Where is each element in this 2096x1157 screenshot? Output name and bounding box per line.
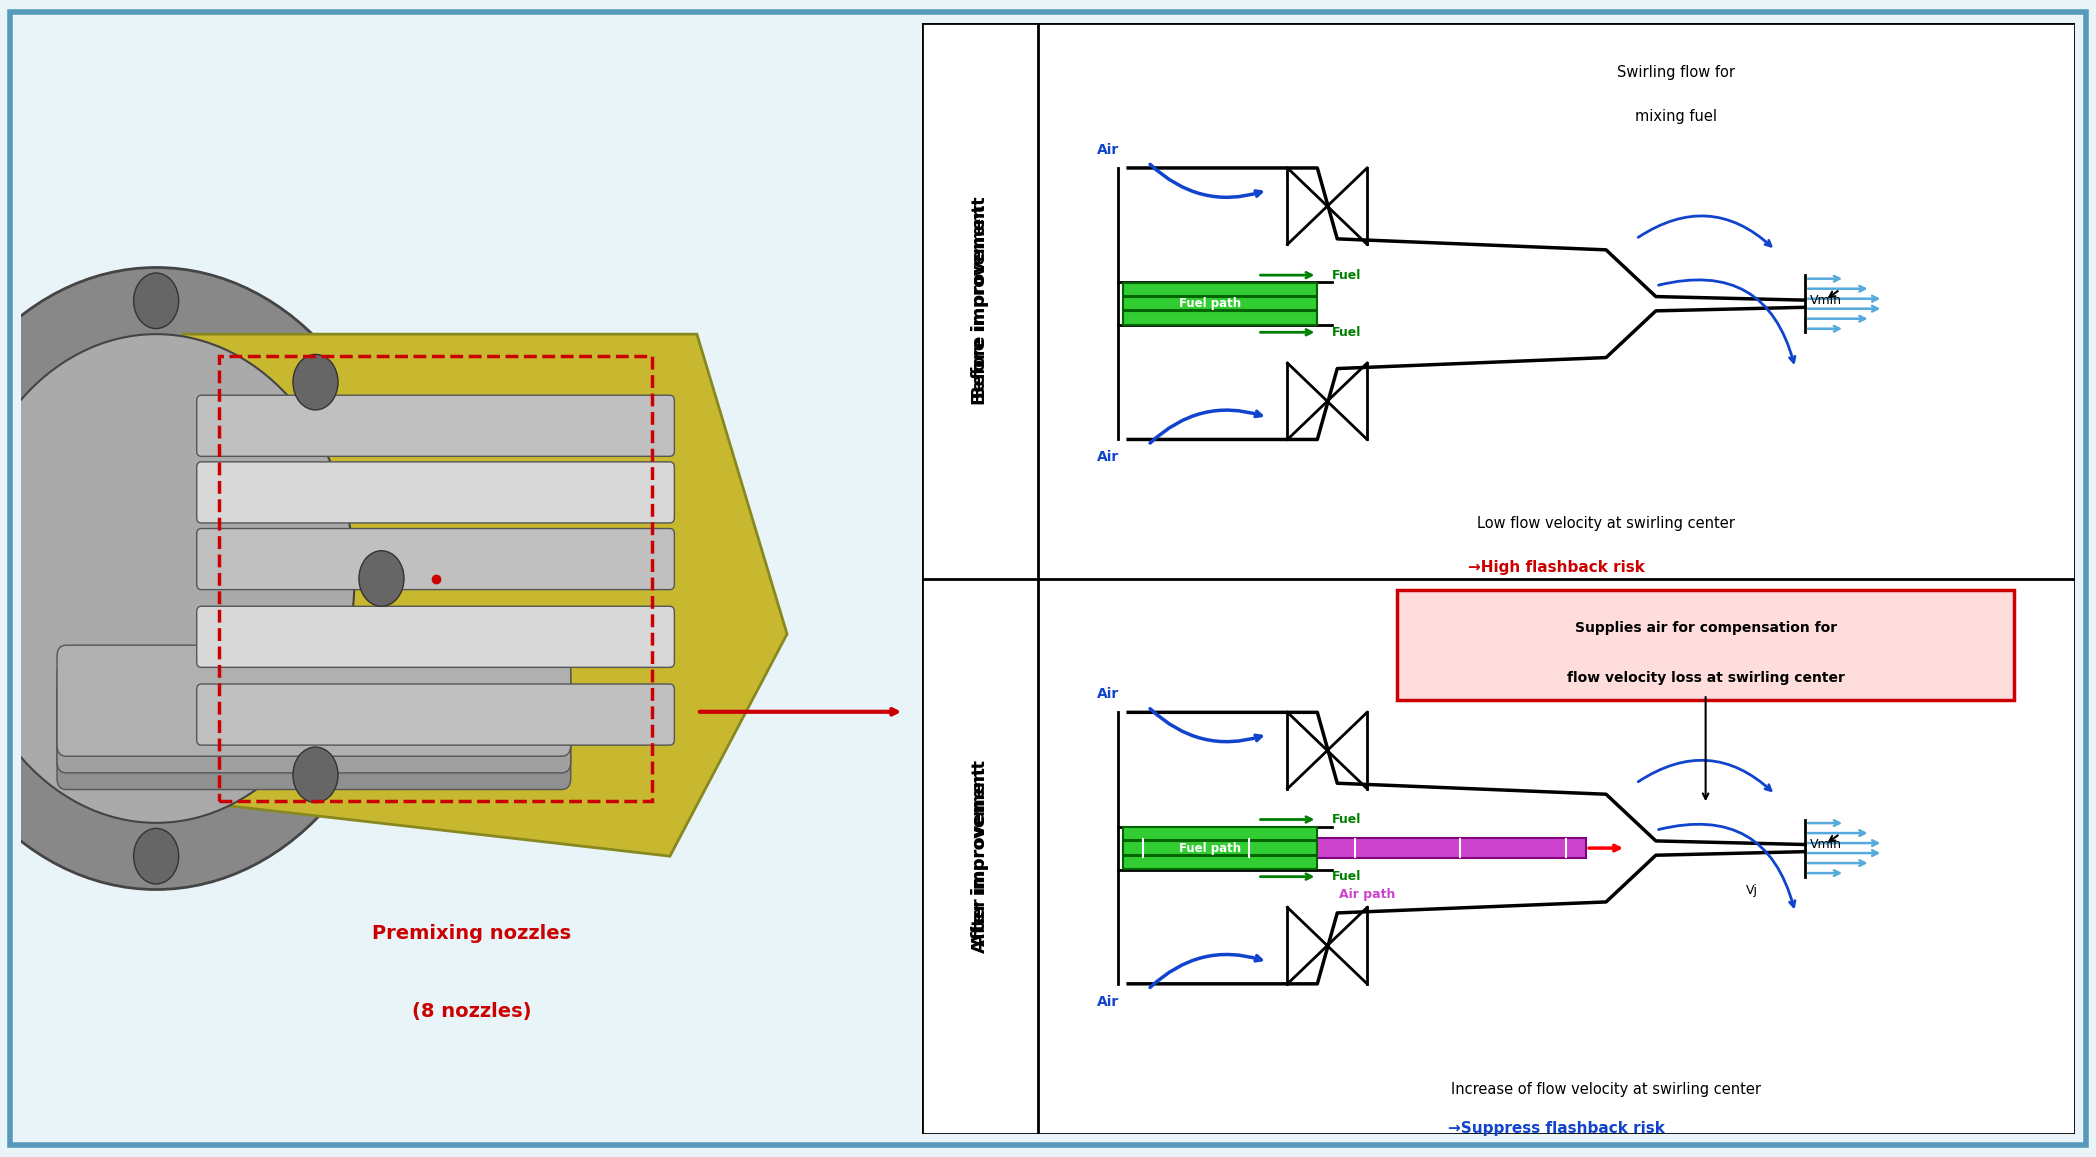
FancyBboxPatch shape: [1123, 311, 1316, 325]
FancyBboxPatch shape: [1123, 841, 1316, 855]
FancyBboxPatch shape: [197, 606, 675, 668]
Text: Fuel path: Fuel path: [1180, 297, 1241, 310]
FancyBboxPatch shape: [197, 684, 675, 745]
FancyBboxPatch shape: [1123, 282, 1316, 296]
Text: Vmin: Vmin: [1811, 294, 1842, 307]
Polygon shape: [182, 334, 788, 856]
Circle shape: [0, 334, 354, 823]
FancyBboxPatch shape: [57, 662, 570, 773]
Text: Premixing nozzles: Premixing nozzles: [371, 924, 572, 943]
Text: Air: Air: [1096, 450, 1119, 464]
Text: Fuel: Fuel: [1333, 813, 1362, 826]
Text: Swirling flow for: Swirling flow for: [1616, 66, 1735, 80]
Circle shape: [134, 828, 178, 884]
Text: Fuel: Fuel: [1333, 870, 1362, 883]
Circle shape: [0, 747, 19, 803]
Text: flow velocity loss at swirling center: flow velocity loss at swirling center: [1566, 671, 1844, 685]
Text: →Suppress flashback risk: →Suppress flashback risk: [1448, 1121, 1664, 1136]
FancyBboxPatch shape: [197, 396, 675, 456]
Text: Low flow velocity at swirling center: Low flow velocity at swirling center: [1478, 516, 1735, 531]
Circle shape: [134, 273, 178, 329]
FancyBboxPatch shape: [197, 529, 675, 590]
FancyBboxPatch shape: [1123, 856, 1316, 869]
Text: Air: Air: [1096, 995, 1119, 1009]
FancyBboxPatch shape: [1396, 590, 2014, 700]
FancyBboxPatch shape: [1123, 297, 1316, 310]
Circle shape: [293, 354, 337, 410]
Circle shape: [0, 267, 409, 890]
Text: Supplies air for compensation for: Supplies air for compensation for: [1574, 621, 1836, 635]
Text: →High flashback risk: →High flashback risk: [1467, 560, 1645, 575]
Circle shape: [293, 747, 337, 803]
FancyBboxPatch shape: [57, 678, 570, 789]
Text: After improvement: After improvement: [970, 760, 989, 952]
Circle shape: [0, 354, 19, 410]
Text: Air path: Air path: [1339, 889, 1396, 901]
FancyBboxPatch shape: [922, 23, 2075, 1134]
Text: Increase of flow velocity at swirling center: Increase of flow velocity at swirling ce…: [1450, 1083, 1761, 1097]
FancyBboxPatch shape: [1123, 838, 1587, 858]
FancyBboxPatch shape: [197, 462, 675, 523]
Text: Air: Air: [1096, 143, 1119, 157]
Text: Before improvement: Before improvement: [970, 197, 989, 405]
Text: After improvement: After improvement: [970, 767, 989, 945]
Text: Fuel: Fuel: [1333, 268, 1362, 281]
Text: Before improvement: Before improvement: [970, 204, 989, 398]
Circle shape: [358, 551, 405, 606]
Text: Vmin: Vmin: [1811, 838, 1842, 852]
Text: Fuel: Fuel: [1333, 326, 1362, 339]
FancyBboxPatch shape: [1123, 827, 1316, 840]
Text: mixing fuel: mixing fuel: [1635, 110, 1717, 124]
Text: (8 nozzles): (8 nozzles): [411, 1002, 532, 1022]
Text: Air: Air: [1096, 687, 1119, 701]
Text: Fuel path: Fuel path: [1180, 841, 1241, 855]
FancyBboxPatch shape: [57, 646, 570, 757]
Text: Vj: Vj: [1746, 884, 1756, 898]
